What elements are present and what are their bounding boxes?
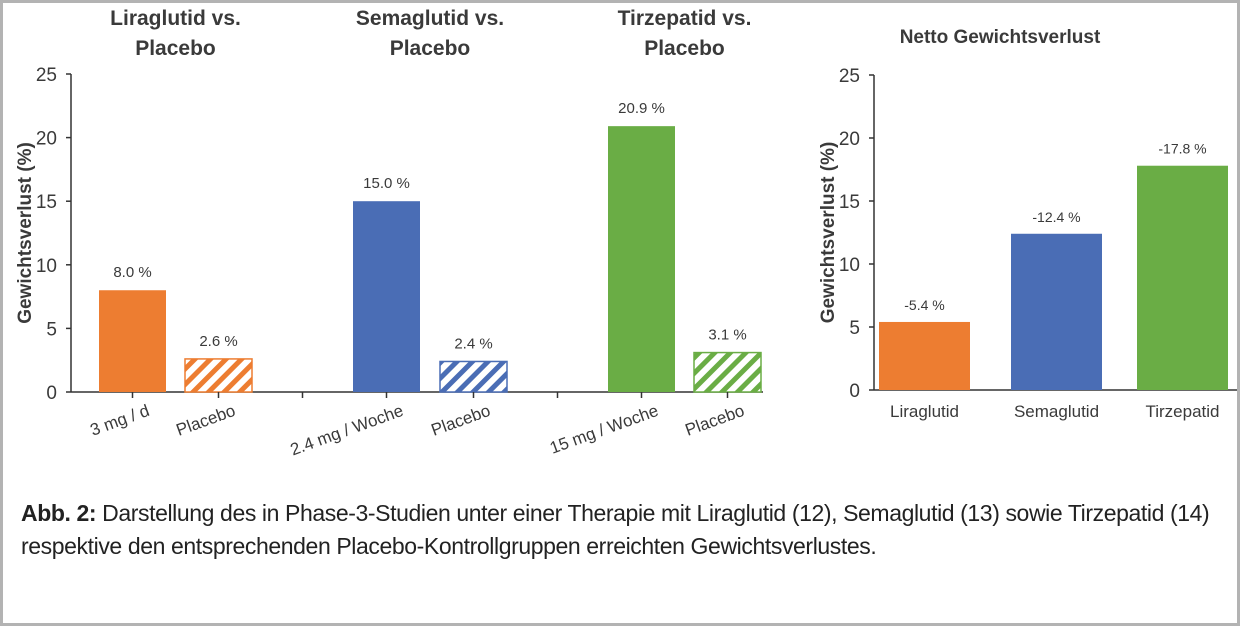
x-tick-label: Placebo bbox=[174, 401, 238, 440]
caption-text: Darstellung des in Phase-3-Studien unter… bbox=[21, 500, 1210, 559]
bar-semaglutid-placebo bbox=[439, 360, 508, 393]
left-y-tick-label: 0 bbox=[46, 383, 57, 404]
left-y-tick-label: 20 bbox=[36, 129, 57, 150]
chart-svg: 0 5 10 15 20 25 Gewichtsverlust (%) Liraglutid … bbox=[15, 7, 1237, 459]
bar-netto-tirzepatid bbox=[1137, 165, 1228, 390]
group-title-line1: Tirzepatid vs. bbox=[618, 7, 752, 30]
group-title-line2: Placebo bbox=[390, 37, 471, 60]
bar-data-label: 15.0 % bbox=[363, 175, 410, 192]
bar-data-label: 3.1 % bbox=[708, 327, 746, 344]
group-title-line1: Semaglutid vs. bbox=[356, 7, 504, 30]
x-category-label: Semaglutid bbox=[1014, 402, 1099, 421]
left-y-axis-title: Gewichtsverlust (%) bbox=[15, 142, 36, 324]
right-y-axis-title: Gewichtsverlust (%) bbox=[818, 142, 839, 324]
bar-data-label: -5.4 % bbox=[904, 297, 944, 313]
bar-data-label: 2.4 % bbox=[454, 335, 492, 352]
bar-semaglutid-drug bbox=[353, 201, 420, 392]
bar-liraglutid-placebo bbox=[184, 358, 253, 393]
bar-tirzepatid-placebo bbox=[693, 351, 762, 393]
right-y-tick-label: 0 bbox=[849, 381, 860, 402]
bar-netto-liraglutid bbox=[879, 321, 970, 390]
figure-caption: Abb. 2: Darstellung des in Phase-3-Studi… bbox=[21, 497, 1221, 563]
right-y-tick-label: 10 bbox=[839, 255, 860, 276]
bar-data-label: 2.6 % bbox=[199, 333, 237, 350]
bar-data-label: 20.9 % bbox=[618, 100, 665, 117]
x-tick-label: 15 mg / Woche bbox=[547, 401, 661, 458]
right-chart-title: Netto Gewichtsverlust bbox=[900, 27, 1101, 48]
right-y-tick-label: 15 bbox=[839, 192, 860, 213]
bar-netto-semaglutid bbox=[1011, 233, 1102, 390]
left-y-tick-label: 5 bbox=[46, 319, 57, 340]
group-title-line1: Liraglutid vs. bbox=[110, 7, 241, 30]
right-y-tick-label: 5 bbox=[849, 318, 860, 339]
bar-data-label: 8.0 % bbox=[113, 264, 151, 281]
x-tick-label: Placebo bbox=[683, 401, 747, 440]
right-y-tick-label: 25 bbox=[839, 66, 860, 87]
bar-tirzepatid-drug bbox=[608, 126, 675, 392]
group-title-line2: Placebo bbox=[135, 37, 216, 60]
left-y-tick-label: 15 bbox=[36, 192, 57, 213]
group-title-line2: Placebo bbox=[644, 37, 725, 60]
bar-data-label: -17.8 % bbox=[1158, 141, 1206, 157]
left-y-tick-label: 25 bbox=[36, 65, 57, 86]
x-tick-label: 2.4 mg / Woche bbox=[288, 401, 406, 459]
left-y-tick-label: 10 bbox=[36, 256, 57, 277]
x-tick-label: 3 mg / d bbox=[88, 401, 152, 440]
bar-liraglutid-drug bbox=[99, 290, 166, 392]
bar-data-label: -12.4 % bbox=[1032, 209, 1080, 225]
x-tick-label: Placebo bbox=[429, 401, 493, 440]
right-y-tick-label: 20 bbox=[839, 129, 860, 150]
x-category-label: Tirzepatid bbox=[1145, 402, 1219, 421]
x-category-label: Liraglutid bbox=[890, 402, 959, 421]
caption-label: Abb. 2: bbox=[21, 500, 97, 526]
